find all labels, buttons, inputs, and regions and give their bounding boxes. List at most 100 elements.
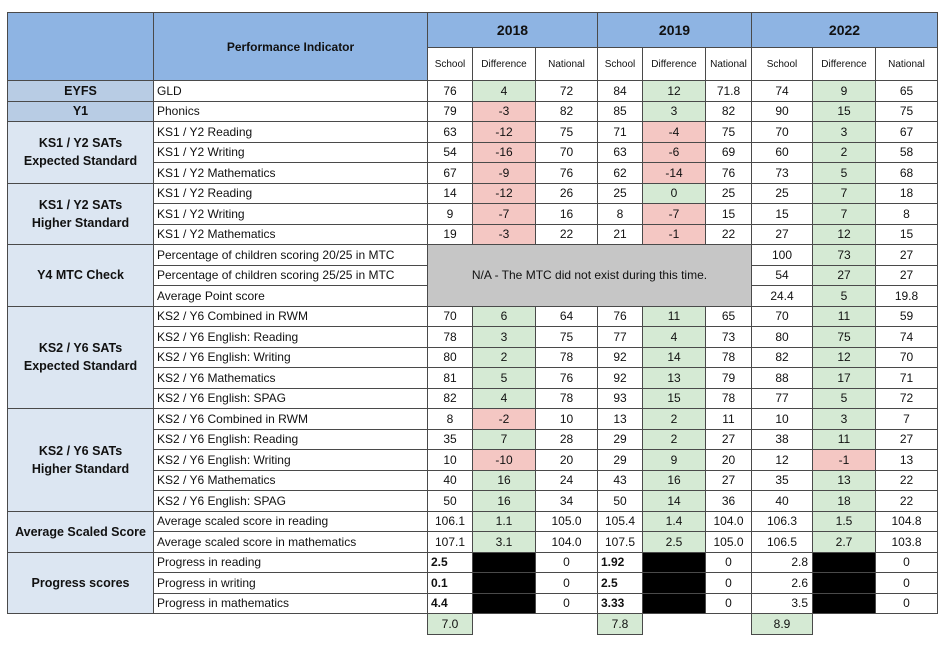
school-value: 73 bbox=[751, 162, 813, 184]
national-value: 0 bbox=[535, 551, 598, 573]
difference-value: 2 bbox=[642, 428, 706, 450]
totals-row: 7.0 7.8 8.9 bbox=[8, 613, 938, 635]
national-value: 10 bbox=[535, 408, 598, 430]
school-value: 76 bbox=[597, 305, 643, 327]
progress-school-value: 2.8 bbox=[751, 551, 813, 573]
school-value: 107.5 bbox=[597, 531, 643, 553]
school-value: 54 bbox=[427, 141, 473, 163]
difference-value: 4 bbox=[472, 387, 536, 409]
national-value: 34 bbox=[535, 490, 598, 512]
national-value: 69 bbox=[705, 141, 752, 163]
national-value: 0 bbox=[535, 592, 598, 614]
national-value: 70 bbox=[875, 346, 938, 368]
national-value: 65 bbox=[875, 80, 938, 102]
national-value: 22 bbox=[875, 490, 938, 512]
national-value: 0 bbox=[875, 551, 938, 573]
national-value: 28 bbox=[535, 428, 598, 450]
table-row: Progress in writing 0.1 0 2.5 0 2.6 0 bbox=[8, 572, 938, 594]
difference-value: -2 bbox=[472, 408, 536, 430]
school-value: 54 bbox=[751, 264, 813, 286]
national-value: 76 bbox=[535, 162, 598, 184]
redacted-cell bbox=[472, 572, 536, 594]
difference-value: -16 bbox=[472, 141, 536, 163]
school-value: 106.1 bbox=[427, 510, 473, 532]
school-value: 93 bbox=[597, 387, 643, 409]
difference-value: 1.1 bbox=[472, 510, 536, 532]
indicator-label: KS1 / Y2 Reading bbox=[153, 121, 428, 143]
national-value: 18 bbox=[875, 182, 938, 204]
difference-value: 75 bbox=[812, 326, 876, 348]
school-value: 25 bbox=[597, 182, 643, 204]
difference-value: 14 bbox=[642, 346, 706, 368]
progress-school-value: 2.5 bbox=[597, 572, 643, 594]
school-value: 10 bbox=[427, 449, 473, 471]
school-value: 19 bbox=[427, 223, 473, 245]
difference-value: 2.7 bbox=[812, 531, 876, 553]
group-label: Progress scores bbox=[7, 551, 154, 614]
group-label-line: Y4 MTC Check bbox=[37, 268, 124, 283]
total-value: 8.9 bbox=[751, 613, 813, 635]
difference-value: 5 bbox=[812, 387, 876, 409]
group-label-line: KS1 / Y2 SATs bbox=[38, 197, 123, 212]
group-label-line: EYFS bbox=[64, 83, 97, 98]
national-value: 7 bbox=[875, 408, 938, 430]
school-value: 74 bbox=[751, 80, 813, 102]
difference-value: 12 bbox=[812, 223, 876, 245]
indicator-label: KS1 / Y2 Writing bbox=[153, 203, 428, 225]
national-value: 27 bbox=[875, 264, 938, 286]
difference-value: 7 bbox=[472, 428, 536, 450]
difference-value: -1 bbox=[642, 223, 706, 245]
difference-value: 5 bbox=[812, 285, 876, 307]
national-value: 58 bbox=[875, 141, 938, 163]
spacer-cell bbox=[706, 614, 752, 635]
national-value: 8 bbox=[875, 203, 938, 225]
national-value: 82 bbox=[705, 100, 752, 122]
difference-value: 3 bbox=[472, 326, 536, 348]
school-value: 63 bbox=[597, 141, 643, 163]
school-value: 77 bbox=[597, 326, 643, 348]
school-value: 63 bbox=[427, 121, 473, 143]
indicator-label: KS1 / Y2 Mathematics bbox=[153, 223, 428, 245]
school-value: 90 bbox=[751, 100, 813, 122]
table-row: EYFS GLD 76 4 72 84 12 71.8 74 9 65 bbox=[7, 80, 938, 102]
school-value: 8 bbox=[427, 408, 473, 430]
school-value: 82 bbox=[751, 346, 813, 368]
difference-value: 12 bbox=[642, 80, 706, 102]
school-value: 62 bbox=[597, 162, 643, 184]
school-value: 24.4 bbox=[751, 285, 813, 307]
difference-value: 5 bbox=[812, 162, 876, 184]
national-value: 78 bbox=[705, 387, 752, 409]
national-value: 72 bbox=[535, 80, 598, 102]
difference-value: 12 bbox=[812, 346, 876, 368]
national-value: 24 bbox=[535, 469, 598, 491]
school-value: 67 bbox=[427, 162, 473, 184]
table-row: KS2 / Y6 SATs Expected Standard KS2 / Y6 C… bbox=[7, 305, 938, 409]
school-value: 70 bbox=[427, 305, 473, 327]
progress-school-value: 0.1 bbox=[427, 572, 473, 594]
difference-value: 2 bbox=[472, 346, 536, 368]
national-value: 78 bbox=[535, 346, 598, 368]
redacted-cell bbox=[812, 592, 876, 614]
national-value: 0 bbox=[705, 592, 752, 614]
group-label: Average Scaled Score bbox=[7, 510, 154, 553]
group-label: KS1 / Y2 SATs Higher Standard bbox=[7, 182, 154, 245]
national-value: 79 bbox=[705, 367, 752, 389]
school-value: 8 bbox=[597, 203, 643, 225]
table-row: Progress in mathematics 4.4 0 3.33 0 3.5 0 bbox=[8, 592, 938, 614]
mtc-not-available-note: N/A - The MTC did not exist during this … bbox=[427, 244, 752, 307]
difference-value: 73 bbox=[812, 244, 876, 266]
national-value: 0 bbox=[705, 551, 752, 573]
table-row: KS2 / Y6 English: SPAG 82 4 78 93 15 78 77 5 72 bbox=[8, 387, 938, 409]
difference-value: 3 bbox=[812, 121, 876, 143]
national-value: 71 bbox=[875, 367, 938, 389]
school-value: 78 bbox=[427, 326, 473, 348]
performance-table-container: Performance Indicator 2018 2019 2022 Sch… bbox=[7, 12, 938, 635]
indicator-label: Percentage of children scoring 25/25 in … bbox=[153, 264, 428, 286]
national-value: 78 bbox=[535, 387, 598, 409]
school-value: 29 bbox=[597, 449, 643, 471]
performance-table: Performance Indicator 2018 2019 2022 Sch… bbox=[7, 12, 938, 635]
group-label-line: KS2 / Y6 SATs bbox=[38, 341, 123, 356]
school-value: 60 bbox=[751, 141, 813, 163]
school-value: 15 bbox=[751, 203, 813, 225]
national-value: 0 bbox=[875, 592, 938, 614]
